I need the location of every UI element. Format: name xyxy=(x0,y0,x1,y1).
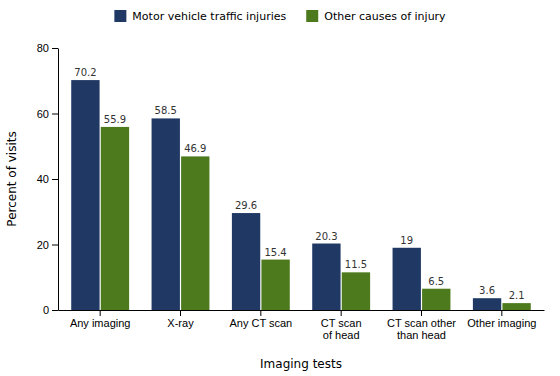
data-label: 2.1 xyxy=(509,290,525,301)
tick: Any CT scan xyxy=(229,310,292,329)
tick-mark xyxy=(421,310,422,316)
data-label: 46.9 xyxy=(184,143,206,154)
bars xyxy=(71,80,531,310)
data-label: 58.5 xyxy=(155,105,177,116)
tick-label: 80 xyxy=(37,42,49,54)
bar xyxy=(502,303,530,310)
axis-line xyxy=(59,310,545,311)
tick-mark xyxy=(341,310,342,316)
bar xyxy=(473,298,501,310)
legend-label: Motor vehicle traffic injuries xyxy=(132,10,286,23)
tick: Any imaging xyxy=(70,310,131,329)
tick-label: 0 xyxy=(43,304,49,316)
tick-mark xyxy=(180,310,181,316)
tick-label: 60 xyxy=(37,108,49,120)
tick-mark xyxy=(52,245,58,246)
tick: 60 xyxy=(37,108,58,120)
tick-label: 40 xyxy=(37,173,49,185)
tick-mark xyxy=(260,310,261,316)
tick-mark xyxy=(52,48,58,49)
chart: 0 20 40 60 80 Any imaging X-ray Any CT scan CT s… xyxy=(0,0,560,376)
tick: 20 xyxy=(37,239,58,251)
series xyxy=(71,80,501,310)
x-axis: Any imaging X-ray Any CT scan CT scanof hea… xyxy=(59,310,545,341)
tick-label: CT scanof head xyxy=(321,317,362,342)
data-label: 3.6 xyxy=(479,285,495,296)
data-label: 15.4 xyxy=(264,247,286,258)
tick-mark xyxy=(501,310,502,316)
tick-mark xyxy=(52,310,58,311)
legend-item: Other causes of injury xyxy=(306,10,446,23)
tick: CT scan otherthan head xyxy=(387,310,456,341)
bar xyxy=(101,127,129,310)
tick-mark xyxy=(52,114,58,115)
tick: X-ray xyxy=(167,310,194,329)
tick-label: X-ray xyxy=(167,317,194,329)
tick: CT scanof head xyxy=(321,310,362,341)
bar xyxy=(261,260,289,310)
data-label: 20.3 xyxy=(315,231,337,242)
tick-label: Any imaging xyxy=(70,317,131,329)
bar xyxy=(152,118,180,310)
plot: 0 20 40 60 80 Any imaging X-ray Any CT scan CT s… xyxy=(37,42,545,341)
tick: 0 xyxy=(43,304,58,316)
y-axis-title: Percent of visits xyxy=(5,131,19,226)
bar xyxy=(342,272,370,310)
bar xyxy=(422,289,450,310)
tick: 40 xyxy=(37,173,58,185)
data-label: 6.5 xyxy=(428,276,444,287)
tick-mark xyxy=(100,310,101,316)
legend: Motor vehicle traffic injuries Other caus… xyxy=(114,10,446,23)
tick-label: Any CT scan xyxy=(229,317,292,329)
bar xyxy=(232,213,260,310)
legend-swatch xyxy=(114,10,126,22)
tick-label: CT scan otherthan head xyxy=(387,317,456,342)
legend-swatch xyxy=(306,10,318,22)
bar xyxy=(181,156,209,310)
legend-label: Other causes of injury xyxy=(324,10,446,23)
data-label: 55.9 xyxy=(104,114,126,125)
tick: 80 xyxy=(37,42,58,54)
y-axis: 0 20 40 60 80 xyxy=(37,42,59,316)
bar xyxy=(312,244,340,310)
series xyxy=(101,127,531,310)
legend-item: Motor vehicle traffic injuries xyxy=(114,10,286,23)
tick-label: Other imaging xyxy=(467,317,536,329)
tick-mark xyxy=(52,179,58,180)
bar xyxy=(393,248,421,310)
tick: Other imaging xyxy=(467,310,536,329)
data-label: 29.6 xyxy=(235,200,257,211)
tick-label: 20 xyxy=(37,239,49,251)
data-label: 19 xyxy=(400,235,413,246)
bar xyxy=(71,80,99,310)
data-labels: 70.2 58.5 29.6 20.3 19 3.6 55.9 46.9 15.4 11.5 6.5… xyxy=(74,67,524,301)
data-label: 11.5 xyxy=(345,259,367,270)
data-label: 70.2 xyxy=(74,67,96,78)
x-axis-title: Imaging tests xyxy=(260,357,342,371)
axis-line xyxy=(58,49,59,311)
